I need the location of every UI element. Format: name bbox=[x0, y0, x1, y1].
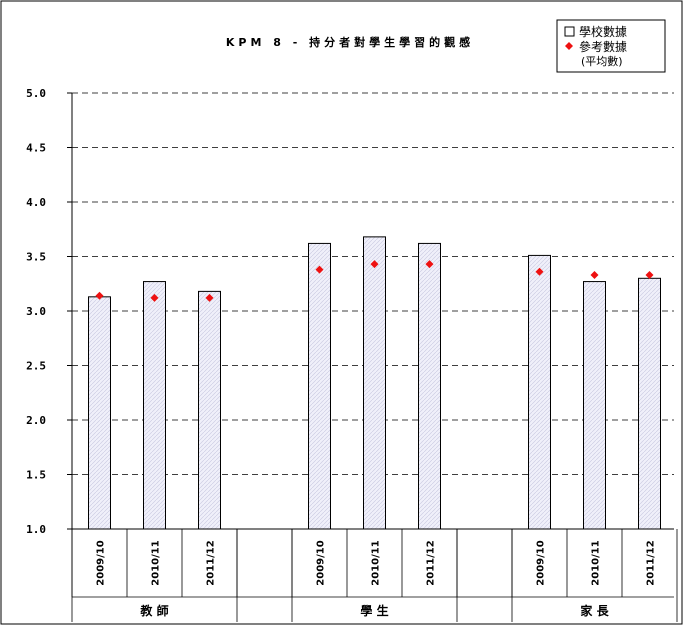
school-bar bbox=[528, 254, 551, 530]
marker-layer bbox=[95, 260, 654, 302]
legend-school-label: 學校數據 bbox=[579, 24, 627, 39]
legend-reference-marker bbox=[565, 42, 573, 50]
reference-marker bbox=[645, 271, 654, 280]
y-tick-label: 4.5 bbox=[26, 142, 46, 155]
chart-title: KPM 8 - 持分者對學生學習的觀感 bbox=[226, 35, 474, 49]
axis-layer: 1.0 1.5 2.0 2.5 3.0 3.5 4.0 4.5 5.0 2009/10 2010/1… bbox=[26, 87, 678, 622]
year-label: 2011/12 bbox=[426, 540, 437, 585]
y-tick-label: 5.0 bbox=[26, 87, 46, 100]
y-tick-label: 3.0 bbox=[26, 305, 46, 318]
year-label: 2009/10 bbox=[316, 540, 327, 585]
legend-reference-sublabel: (平均數) bbox=[581, 55, 623, 68]
y-tick-label: 1.5 bbox=[26, 469, 46, 482]
y-tick-label: 1.0 bbox=[26, 523, 46, 536]
y-tick-label: 2.0 bbox=[26, 414, 46, 427]
y-tick-label: 2.5 bbox=[26, 360, 46, 373]
bar-layer bbox=[88, 236, 661, 530]
group-label: 教 師 bbox=[139, 603, 168, 618]
y-tick-label: 3.5 bbox=[26, 251, 46, 264]
school-bar bbox=[88, 296, 111, 530]
reference-marker bbox=[205, 293, 214, 302]
school-bar bbox=[143, 281, 166, 530]
school-bar bbox=[583, 281, 606, 530]
school-bar bbox=[308, 242, 331, 530]
year-label: 2010/11 bbox=[151, 540, 162, 585]
reference-marker bbox=[150, 293, 159, 302]
year-label: 2010/11 bbox=[371, 540, 382, 585]
year-label: 2011/12 bbox=[646, 540, 657, 585]
school-bar bbox=[418, 242, 441, 530]
reference-marker bbox=[425, 260, 434, 269]
year-label: 2009/10 bbox=[536, 540, 547, 585]
legend-school-swatch bbox=[564, 26, 575, 37]
legend: 學校數據 參考數據 (平均數) bbox=[556, 19, 666, 73]
year-label: 2010/11 bbox=[591, 540, 602, 585]
legend-box bbox=[556, 19, 666, 73]
school-bar bbox=[638, 277, 661, 530]
year-label: 2009/10 bbox=[96, 540, 107, 585]
reference-marker bbox=[590, 271, 599, 280]
reference-marker bbox=[315, 265, 324, 274]
reference-marker bbox=[370, 260, 379, 269]
legend-reference-label: 參考數據 bbox=[579, 39, 627, 54]
group-label: 家 長 bbox=[580, 603, 609, 618]
school-bar bbox=[198, 290, 221, 530]
reference-marker bbox=[95, 291, 104, 300]
y-tick-label: 4.0 bbox=[26, 196, 46, 209]
school-bar bbox=[363, 236, 386, 530]
reference-marker bbox=[535, 267, 544, 276]
year-label: 2011/12 bbox=[206, 540, 217, 585]
group-label: 學 生 bbox=[360, 603, 388, 618]
